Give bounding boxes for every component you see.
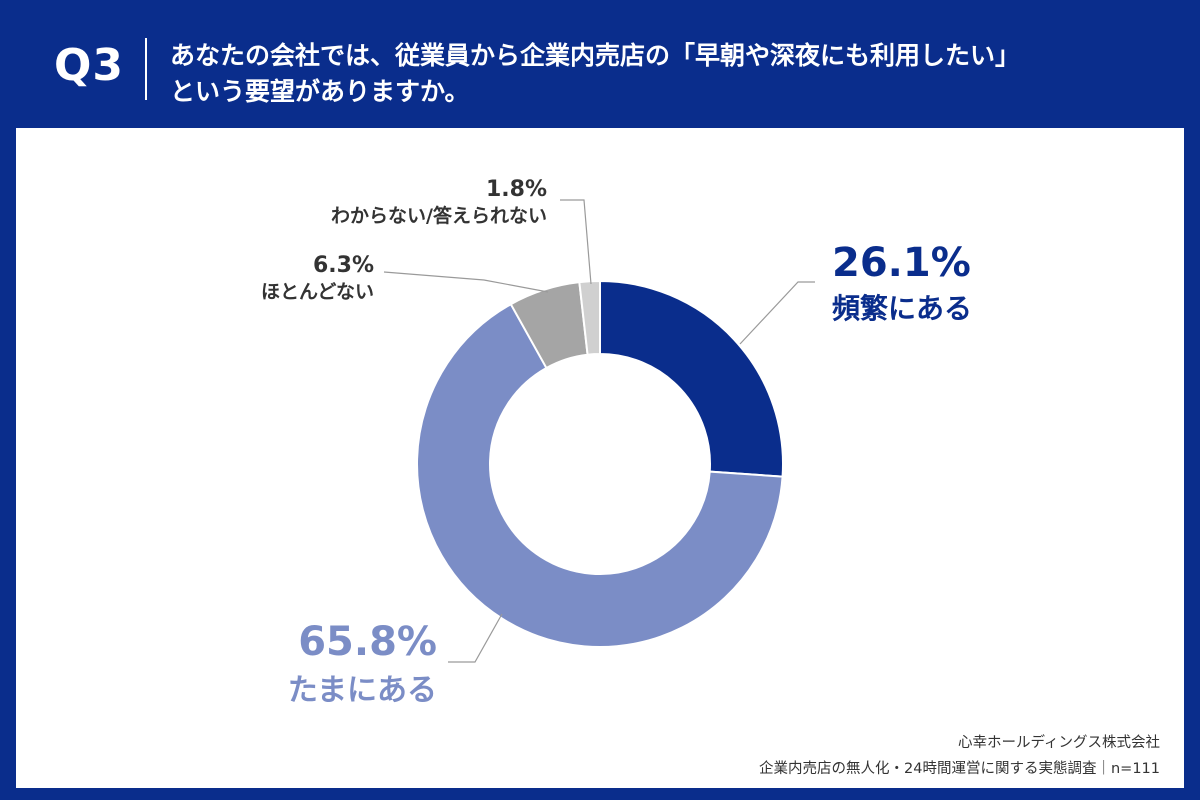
header-divider [145, 38, 147, 100]
category-label-1: たまにある [288, 673, 437, 708]
category-label-2: ほとんどない [261, 281, 374, 303]
value-label-1: 65.8% [298, 619, 437, 665]
value-label-2: 6.3% [313, 253, 374, 278]
header: Q3 あなたの会社では、従業員から企業内売店の「早朝や深夜にも利用したい」 とい… [0, 0, 1200, 120]
value-label-0: 26.1% [832, 240, 971, 286]
leader-line-2 [383, 271, 549, 293]
category-label-3: わからない/答えられない [331, 204, 547, 227]
question-line-1: あなたの会社では、従業員から企業内売店の「早朝や深夜にも利用したい」 [170, 41, 1021, 70]
donut-slice-1 [416, 302, 784, 648]
chart-panel [16, 128, 1184, 788]
leader-line-3 [560, 199, 592, 285]
question-number: Q3 [54, 40, 125, 91]
leader-line-0 [739, 281, 815, 345]
category-label-0: 頻繁にある [832, 292, 972, 325]
donut-slice-0 [599, 279, 784, 478]
footer-survey: 企業内売店の無人化・24時間運営に関する実態調査｜n=111 [759, 761, 1160, 777]
leader-line-1 [448, 613, 503, 663]
value-label-3: 1.8% [486, 177, 547, 202]
question-text: あなたの会社では、従業員から企業内売店の「早朝や深夜にも利用したい」 という要望… [170, 38, 1020, 110]
donut-slice-3 [578, 279, 601, 356]
footer-company: 心幸ホールディングス株式会社 [958, 735, 1160, 751]
question-line-2: という要望がありますか。 [170, 77, 470, 106]
footer: 心幸ホールディングス株式会社 企業内売店の無人化・24時間運営に関する実態調査｜… [759, 730, 1160, 782]
